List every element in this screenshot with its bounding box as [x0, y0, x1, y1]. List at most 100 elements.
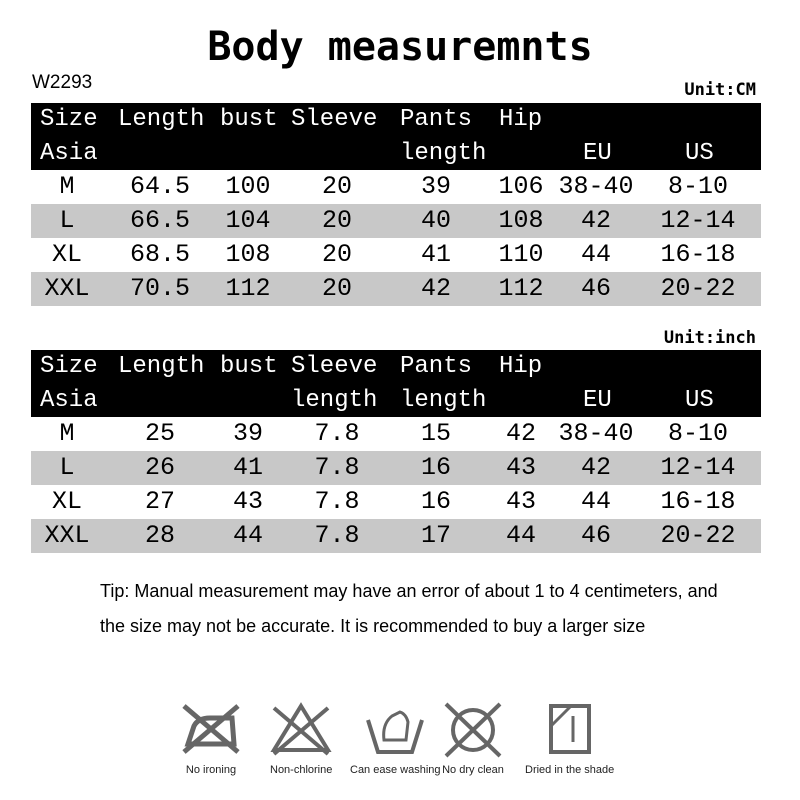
table-row: L 66.5 104 20 40 108 42 12-14: [31, 204, 761, 238]
no-dry-clean-icon: [444, 702, 502, 758]
table-cell: 8-10: [667, 419, 729, 448]
unit-label-cm: Unit:CM: [684, 80, 756, 100]
column-header: Hip: [499, 353, 543, 380]
table-cell: 70.5: [129, 274, 191, 303]
table-cell: 38-40: [558, 172, 634, 201]
table-cell: L: [59, 453, 75, 482]
column-header: bust: [220, 353, 278, 380]
column-header: bust: [220, 106, 278, 133]
table-cell: 25: [144, 419, 176, 448]
table-cell: 16-18: [660, 240, 736, 269]
table-cell: 110: [498, 240, 544, 269]
column-header: Length: [118, 106, 205, 133]
table-cell: 44: [580, 487, 612, 516]
column-header: US: [685, 140, 714, 167]
care-label: No ironing: [185, 764, 237, 776]
table-cell: 44: [505, 521, 537, 550]
table-cell: XXL: [44, 274, 90, 303]
table-cell: 7.8: [314, 419, 360, 448]
table-row: XL 68.5 108 20 41 110 44 16-18: [31, 238, 761, 272]
table-cell: 7.8: [314, 521, 360, 550]
table-cell: 43: [505, 453, 537, 482]
table-cell: 7.8: [314, 453, 360, 482]
table-cell: 40: [420, 206, 452, 235]
table-row: XL 27 43 7.8 16 43 44 16-18: [31, 485, 761, 519]
table-cell: 16-18: [660, 487, 736, 516]
page-title: Body measuremnts: [207, 24, 593, 70]
table-cell: 44: [580, 240, 612, 269]
product-code: W2293: [32, 72, 93, 93]
column-header: Asia: [40, 140, 98, 167]
table-cell: 112: [225, 274, 271, 303]
table-cell: 46: [580, 521, 612, 550]
care-item: No dry clean: [442, 700, 504, 776]
column-header: Asia: [40, 387, 98, 414]
care-item: Dried in the shade: [525, 700, 614, 776]
table-cell: 66.5: [129, 206, 191, 235]
table-cell: 39: [232, 419, 264, 448]
table-cell: 20-22: [660, 521, 736, 550]
table-cell: 104: [225, 206, 271, 235]
table-cell: 28: [144, 521, 176, 550]
column-header: length: [400, 387, 487, 414]
column-header: Sleeve: [291, 353, 378, 380]
column-header: Pants: [400, 353, 473, 380]
table-cell: M: [59, 419, 75, 448]
table-cell: 42: [505, 419, 537, 448]
table-row: M 64.5 100 20 39 106 38-40 8-10: [31, 170, 761, 204]
table-cell: 39: [420, 172, 452, 201]
care-item: Non-chlorine: [270, 700, 332, 776]
column-header: Length: [118, 353, 205, 380]
table-row: L 26 41 7.8 16 43 42 12-14: [31, 451, 761, 485]
table-row: XXL 70.5 112 20 42 112 46 20-22: [31, 272, 761, 306]
table-cell: 12-14: [660, 453, 736, 482]
table-cell: L: [59, 206, 75, 235]
table-cell: 42: [580, 206, 612, 235]
non-chlorine-icon: [270, 702, 332, 756]
column-header: Size: [40, 353, 98, 380]
table-cell: 20-22: [660, 274, 736, 303]
table-cell: 27: [144, 487, 176, 516]
column-header: Pants: [400, 106, 473, 133]
table-cell: 43: [232, 487, 264, 516]
column-header: Size: [40, 106, 98, 133]
table-cell: 68.5: [129, 240, 191, 269]
column-header: Hip: [499, 106, 543, 133]
care-label: Can ease washing: [350, 764, 441, 776]
inch-table: Size Asia Length bust Sleeve length Pants lengt…: [31, 350, 761, 553]
table-header: Size Asia Length bust Sleeve Pants length Hip EU…: [31, 103, 761, 170]
table-cell: 108: [225, 240, 271, 269]
table-cell: 16: [420, 487, 452, 516]
care-label: No dry clean: [442, 764, 504, 776]
table-cell: 43: [505, 487, 537, 516]
cm-table: Size Asia Length bust Sleeve Pants length Hip EU…: [31, 103, 761, 306]
table-cell: 12-14: [660, 206, 736, 235]
no-ironing-icon: [182, 704, 240, 754]
table-cell: 16: [420, 453, 452, 482]
care-item: No ironing: [180, 700, 242, 776]
table-cell: 42: [580, 453, 612, 482]
table-row: XXL 28 44 7.8 17 44 46 20-22: [31, 519, 761, 553]
table-cell: 20: [321, 206, 353, 235]
column-header: length: [291, 387, 378, 414]
dry-in-shade-icon: [548, 704, 591, 754]
table-row: M 25 39 7.8 15 42 38-40 8-10: [31, 417, 761, 451]
column-header: EU: [583, 387, 612, 414]
column-header: Sleeve: [291, 106, 378, 133]
table-cell: 44: [232, 521, 264, 550]
table-cell: 108: [498, 206, 544, 235]
table-cell: XL: [51, 487, 83, 516]
table-cell: 106: [498, 172, 544, 201]
table-cell: M: [59, 172, 75, 201]
tip-text: Tip: Manual measurement may have an erro…: [100, 581, 718, 636]
care-label: Non-chlorine: [270, 764, 333, 776]
care-label: Dried in the shade: [525, 764, 615, 776]
table-cell: 64.5: [129, 172, 191, 201]
unit-label-inch: Unit:inch: [663, 328, 756, 348]
column-header: EU: [583, 140, 612, 167]
table-cell: 100: [225, 172, 271, 201]
table-header: Size Asia Length bust Sleeve length Pants lengt…: [31, 350, 761, 417]
table-cell: 41: [420, 240, 452, 269]
column-header: length: [400, 140, 487, 167]
care-icons: No ironing Non-chlorine Can ease washing No…: [180, 700, 620, 790]
